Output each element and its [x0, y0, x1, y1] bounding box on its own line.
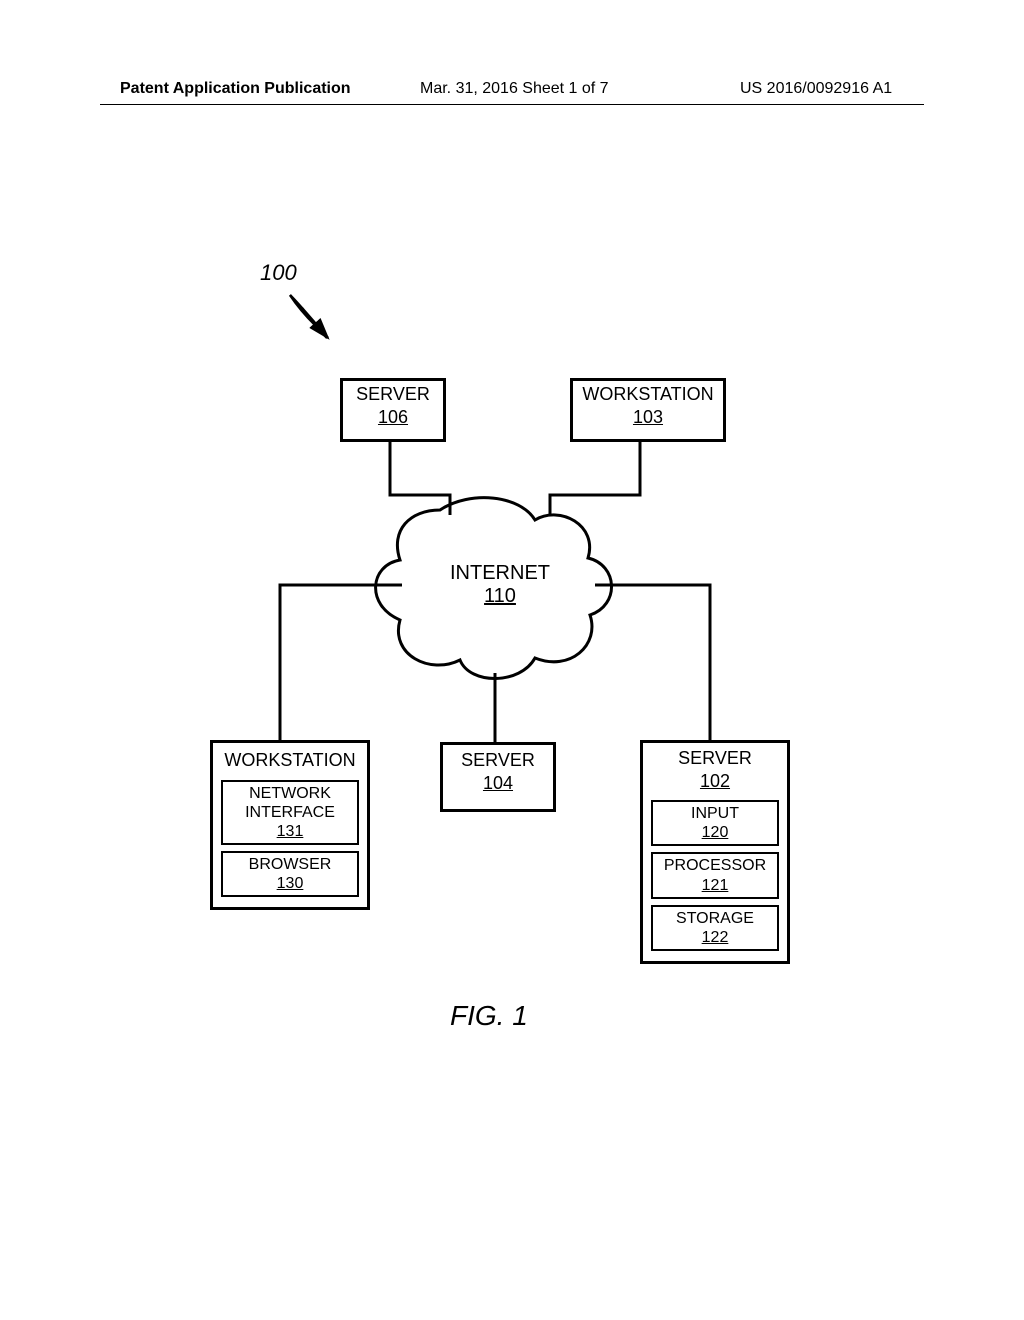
- inner-input-label: INPUT: [657, 804, 773, 823]
- inner-processor: PROCESSOR 121: [651, 852, 779, 898]
- inner-browser-num: 130: [227, 874, 353, 893]
- box-server-104: SERVER 104: [440, 742, 556, 812]
- header-rule: [100, 104, 924, 105]
- inner-network-interface: NETWORK INTERFACE 131: [221, 780, 359, 846]
- header-publication: Patent Application Publication: [120, 80, 351, 98]
- inner-storage-label: STORAGE: [657, 909, 773, 928]
- inner-network-interface-num: 131: [227, 822, 353, 841]
- inner-storage-num: 122: [657, 928, 773, 947]
- inner-processor-num: 121: [657, 876, 773, 895]
- inner-input: INPUT 120: [651, 800, 779, 846]
- inner-browser: BROWSER 130: [221, 851, 359, 897]
- inner-network-interface-label: NETWORK INTERFACE: [227, 784, 353, 822]
- box-server-102-label: SERVER: [645, 747, 785, 770]
- box-server-104-label: SERVER: [443, 749, 553, 772]
- figure-1-diagram: 100 SERVE: [140, 260, 900, 1040]
- header-doc-number: US 2016/0092916 A1: [740, 80, 892, 98]
- box-workstation-composite: WORKSTATION NETWORK INTERFACE 131 BROWSE…: [210, 740, 370, 910]
- box-server-102: SERVER 102 INPUT 120 PROCESSOR 121 STORA…: [640, 740, 790, 964]
- page: Patent Application Publication Mar. 31, …: [0, 0, 1024, 1320]
- reference-numeral-100: 100: [260, 260, 297, 286]
- figure-caption: FIG. 1: [450, 1000, 528, 1032]
- inner-processor-label: PROCESSOR: [657, 856, 773, 875]
- box-workstation-103-num: 103: [573, 406, 723, 429]
- inner-browser-label: BROWSER: [227, 855, 353, 874]
- box-server-104-num: 104: [443, 772, 553, 795]
- box-workstation-103-label: WORKSTATION: [573, 383, 723, 406]
- inner-input-num: 120: [657, 823, 773, 842]
- inner-storage: STORAGE 122: [651, 905, 779, 951]
- page-header: Patent Application Publication Mar. 31, …: [0, 80, 1024, 110]
- cloud-internet: INTERNET 110: [445, 562, 555, 608]
- box-workstation-103: WORKSTATION 103: [570, 378, 726, 442]
- box-server-106: SERVER 106: [340, 378, 446, 442]
- cloud-internet-num: 110: [445, 585, 555, 608]
- box-server-106-label: SERVER: [343, 383, 443, 406]
- cloud-internet-label: INTERNET: [445, 562, 555, 585]
- header-date-sheet: Mar. 31, 2016 Sheet 1 of 7: [420, 80, 609, 98]
- box-workstation-composite-label: WORKSTATION: [215, 747, 365, 774]
- box-server-106-num: 106: [343, 406, 443, 429]
- box-server-102-num: 102: [645, 770, 785, 795]
